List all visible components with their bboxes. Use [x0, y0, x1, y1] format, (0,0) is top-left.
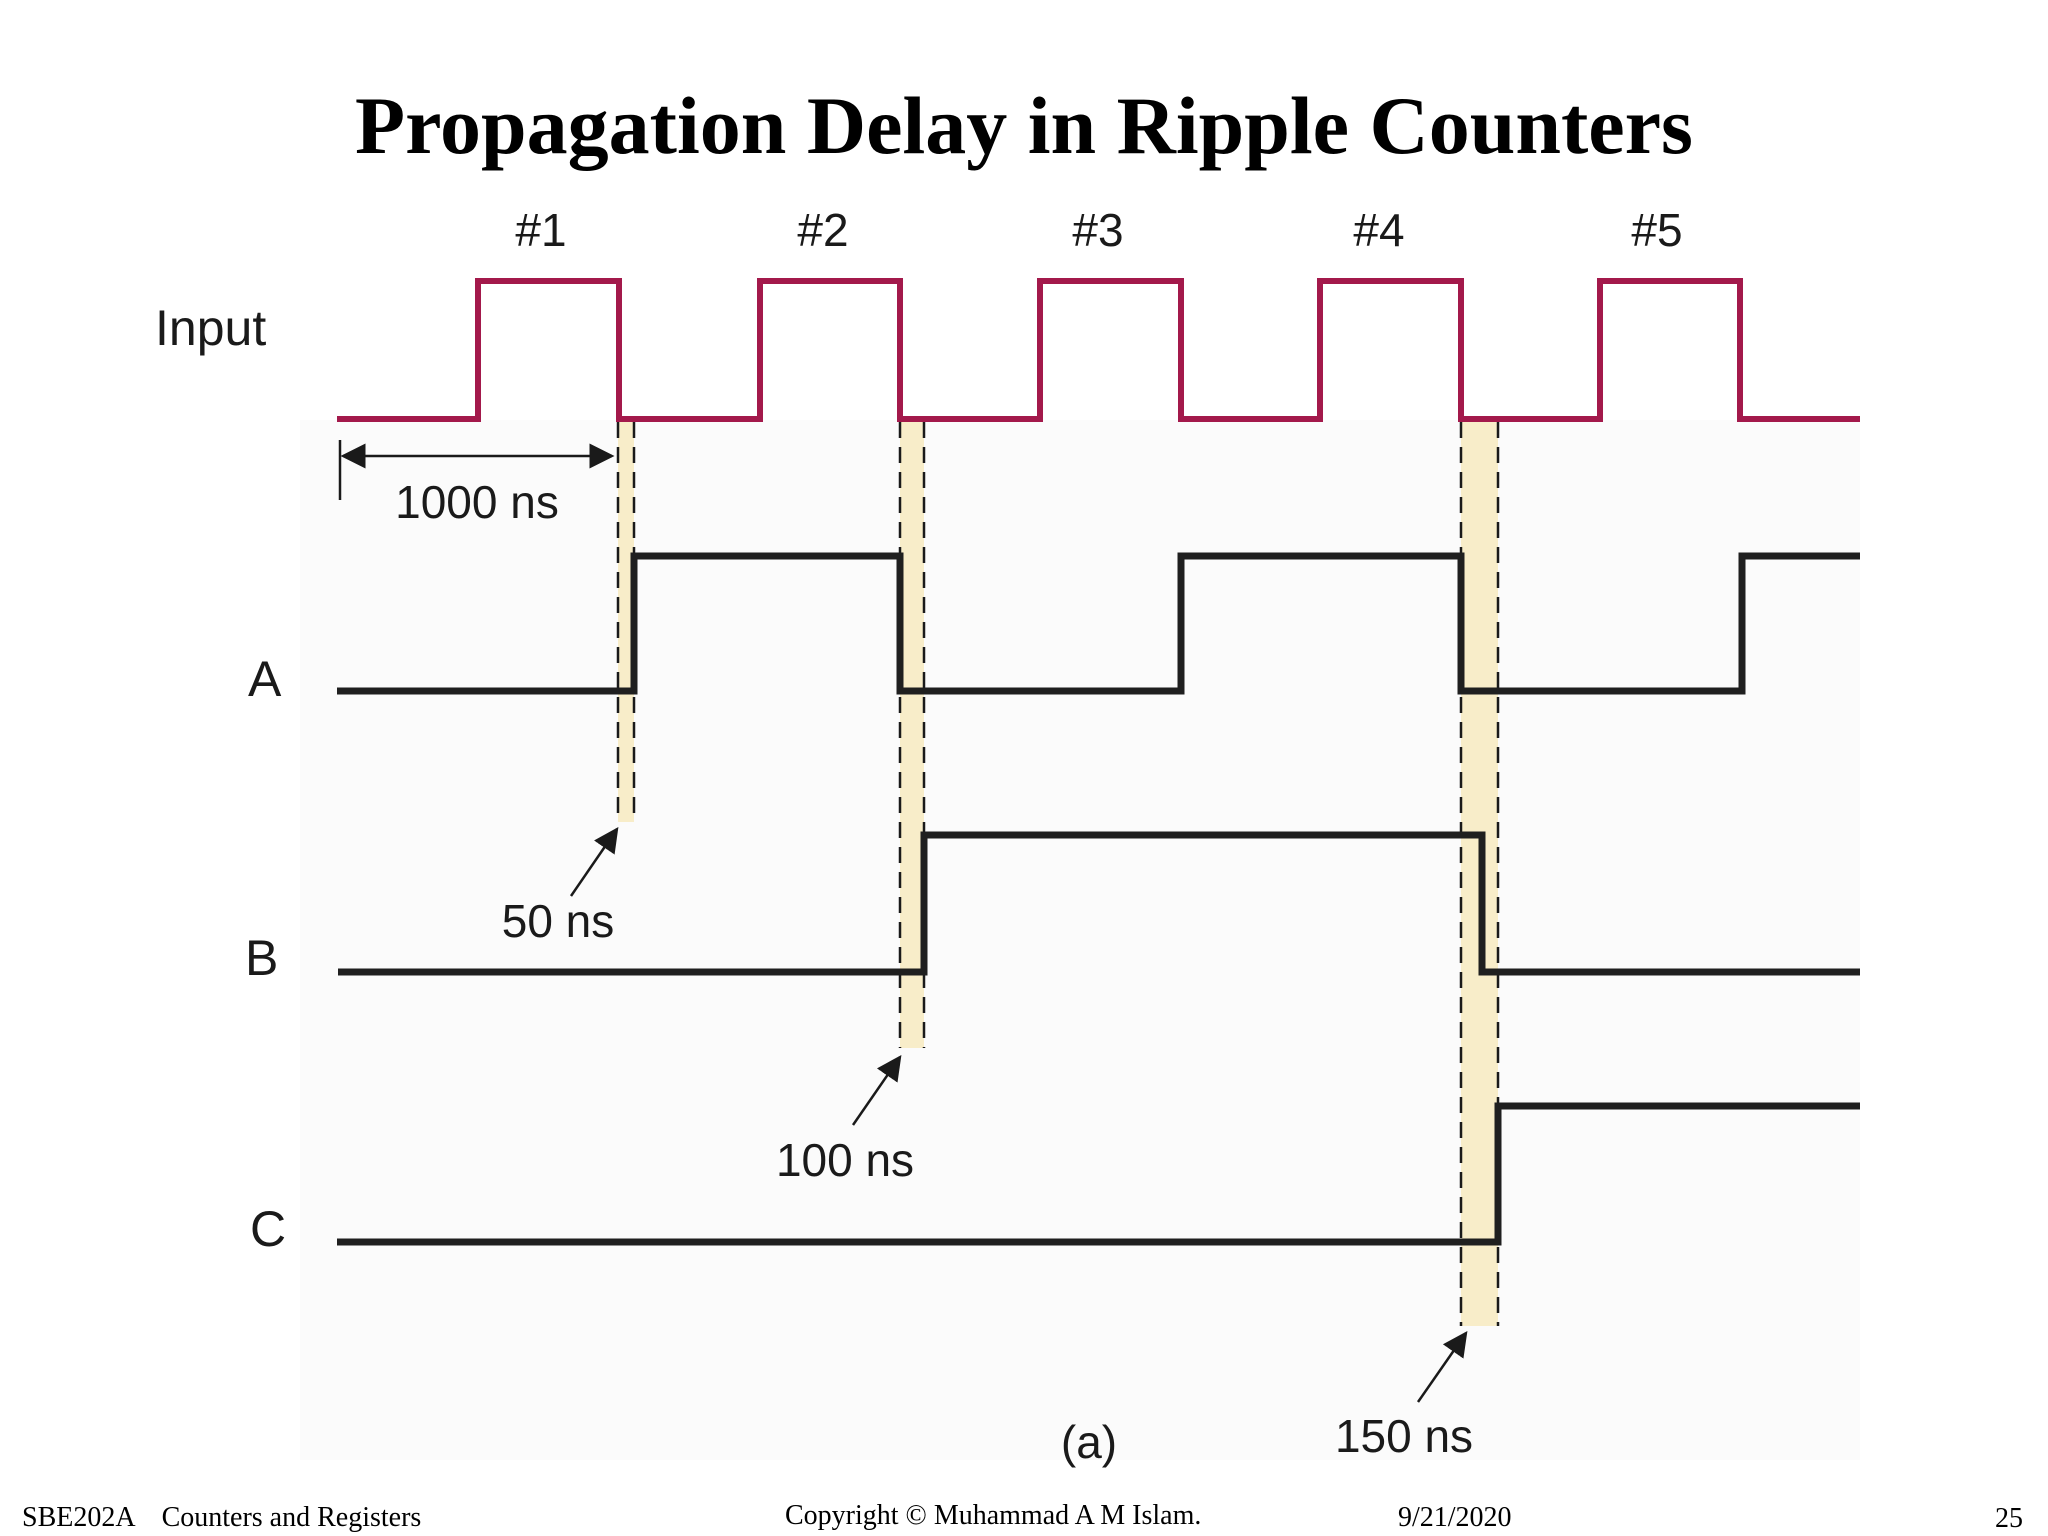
period-label: 1000 ns [395, 476, 559, 528]
signal-label-input: Input [155, 300, 266, 356]
footer-copyright: Copyright © Muhammad A M Islam. [785, 1500, 1202, 1531]
waveform-b [338, 831, 1860, 976]
delay-label-50ns: 50 ns [502, 895, 615, 947]
delay-band-100ns [900, 422, 924, 1048]
pulse-label-5: #5 [1631, 204, 1682, 256]
footer-course-info: SBE202A Counters and Registers [22, 1502, 421, 1534]
delay-band-50ns [618, 422, 634, 822]
waveform-c [337, 1102, 1860, 1246]
footer-page-number: 25 [1995, 1503, 2023, 1534]
signal-label-c: C [250, 1201, 286, 1257]
delay-label-100ns: 100 ns [776, 1134, 914, 1186]
footer-course: SBE202A [22, 1502, 136, 1533]
delay-arrow [1416, 1330, 1468, 1403]
pulse-label-3: #3 [1072, 204, 1123, 256]
signal-label-b: B [245, 930, 278, 986]
pulse-label-4: #4 [1353, 204, 1404, 256]
diagram-background [300, 420, 1860, 1460]
delay-arrow [851, 1054, 902, 1126]
footer-topic: Counters and Registers [161, 1502, 422, 1533]
delay-annotation-50ns: 50 ns [502, 826, 619, 947]
diagram-caption: (a) [1061, 1416, 1117, 1468]
delay-annotation-150ns: 150 ns [1335, 1330, 1473, 1462]
period-dimension: 1000 ns [338, 440, 615, 528]
delay-arrow [569, 826, 619, 897]
pulse-label-2: #2 [797, 204, 848, 256]
pulse-labels: #1 #2 #3 #4 #5 [515, 204, 1682, 256]
waveform-a [337, 552, 1860, 695]
waveform-input [337, 278, 1860, 422]
pulse-label-1: #1 [515, 204, 566, 256]
delay-annotation-100ns: 100 ns [776, 1054, 914, 1186]
slide-title: Propagation Delay in Ripple Counters [355, 80, 1693, 171]
delay-label-150ns: 150 ns [1335, 1410, 1473, 1462]
signal-label-a: A [248, 651, 282, 707]
footer-date: 9/21/2020 [1398, 1502, 1512, 1533]
